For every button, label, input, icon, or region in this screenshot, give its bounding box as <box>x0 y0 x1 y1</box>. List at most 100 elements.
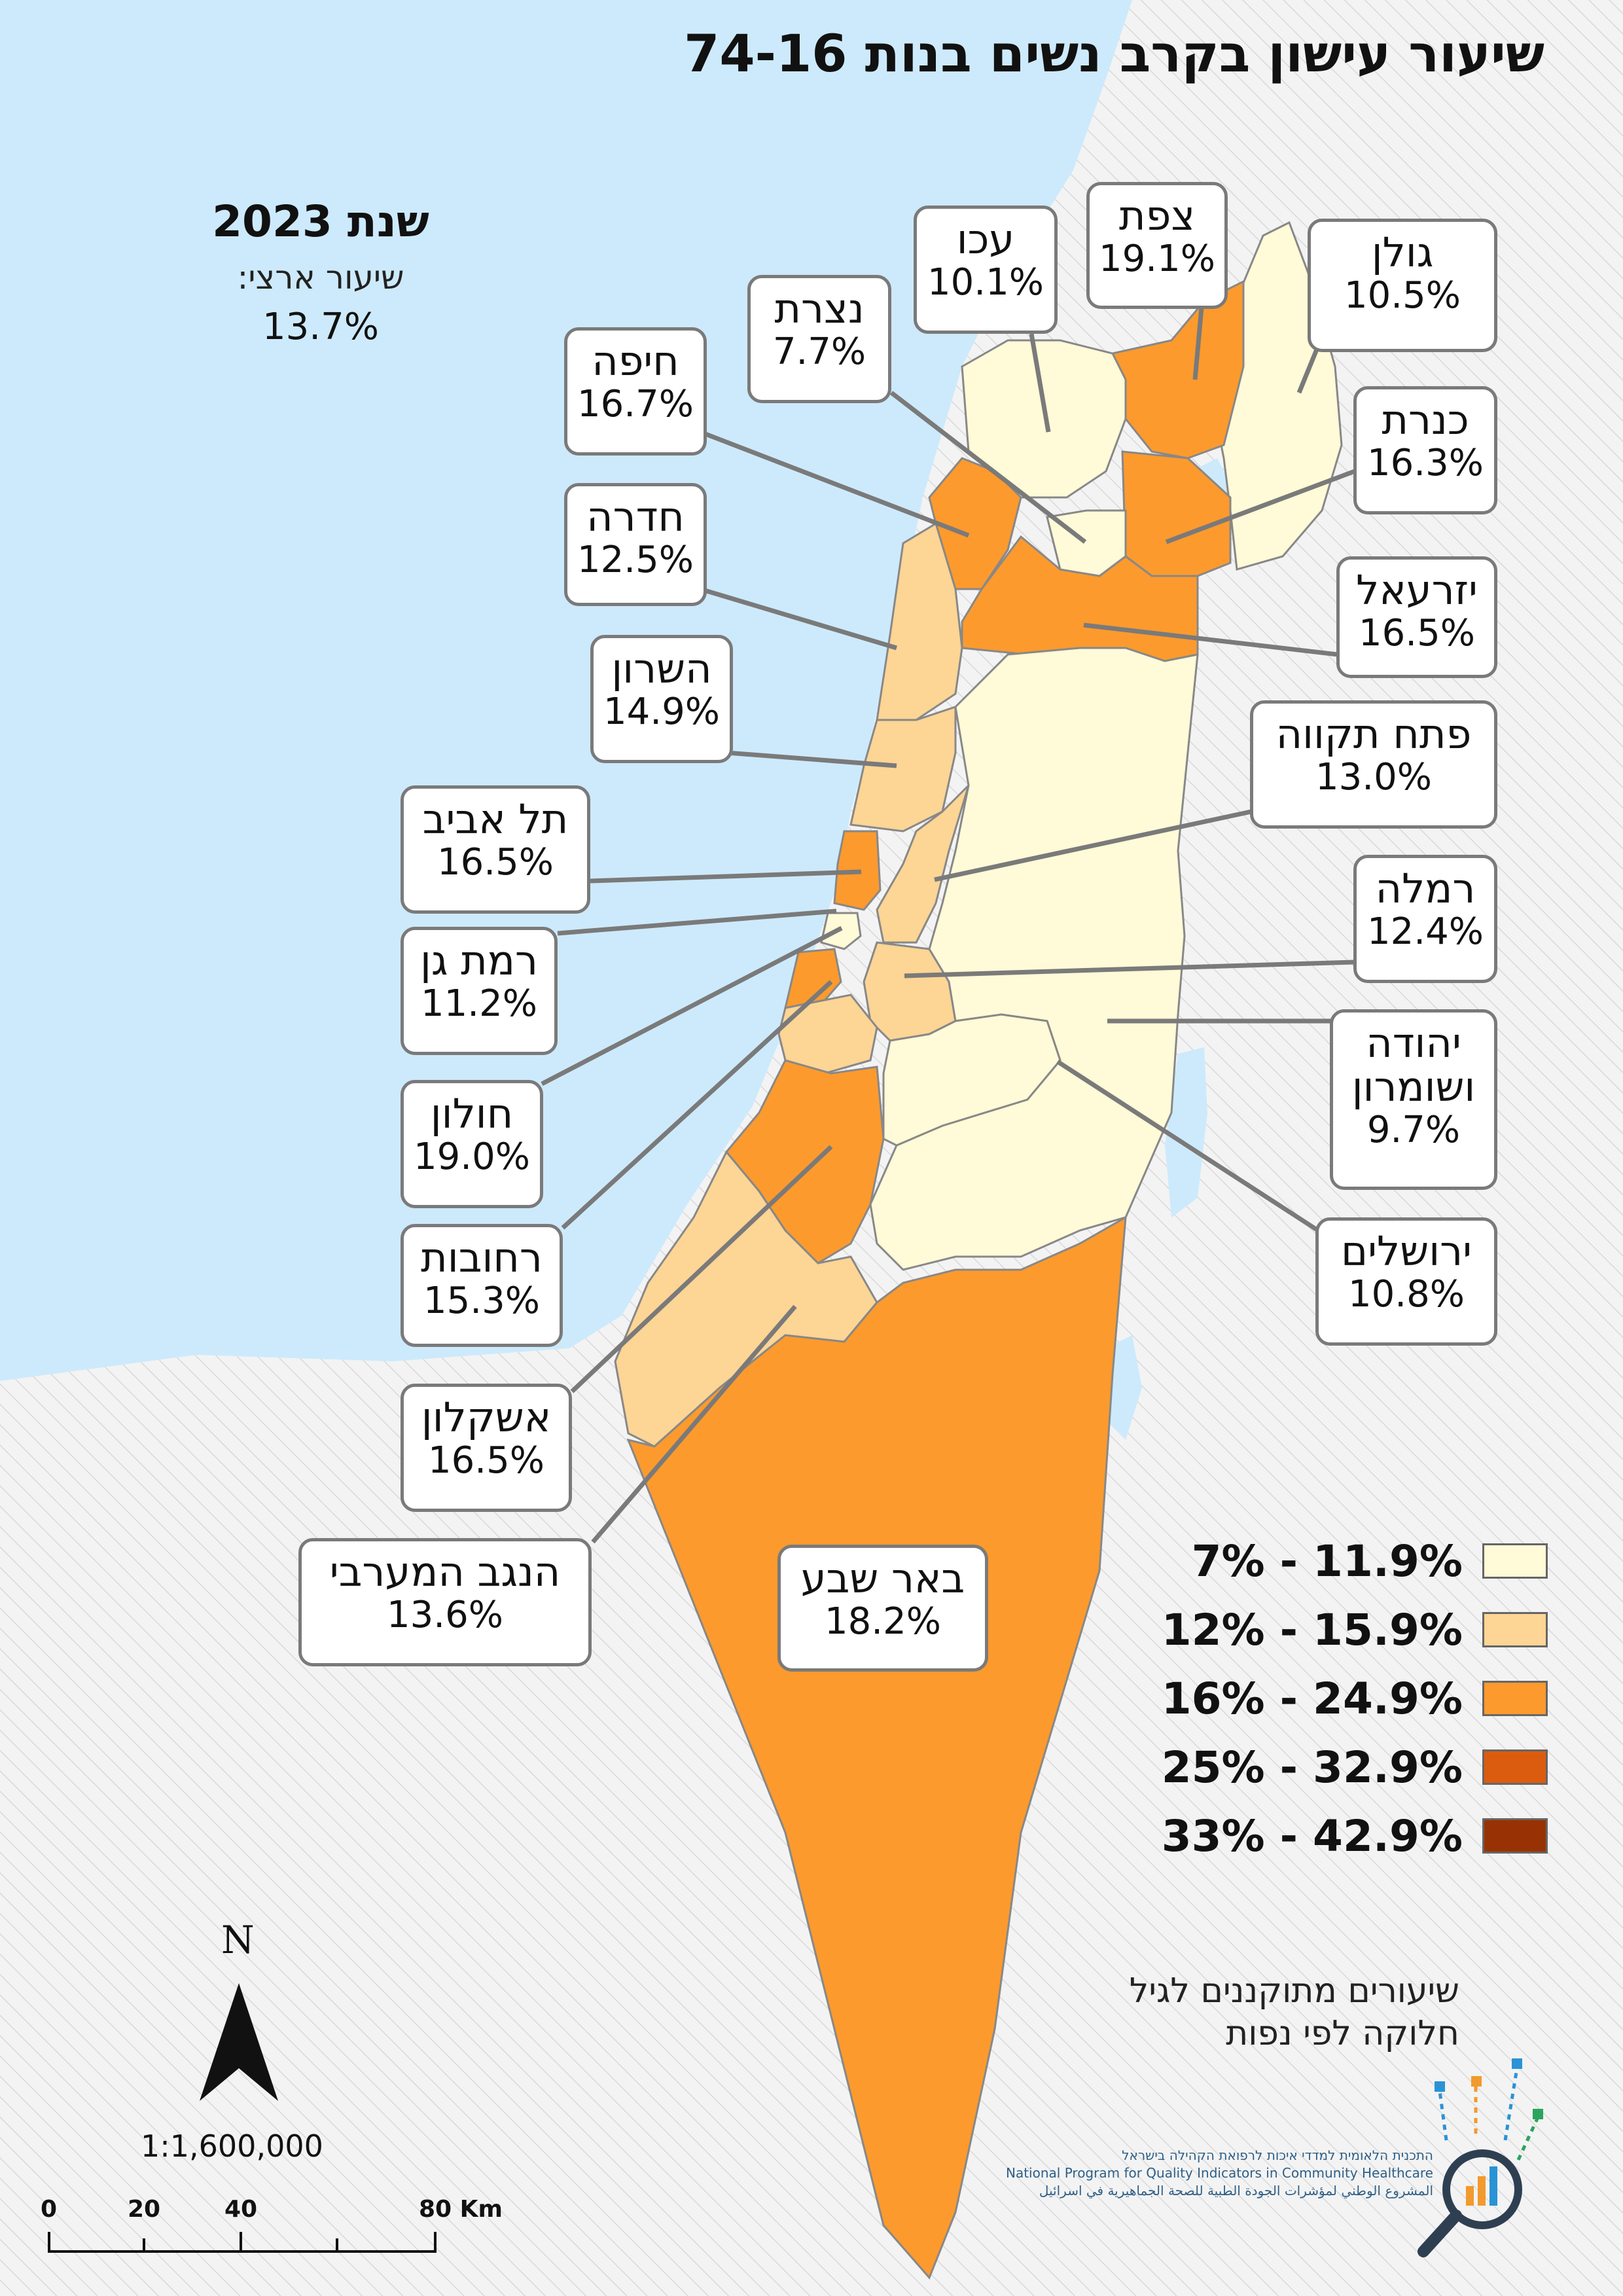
callout-beer-sheva: באר שבע 18.2% <box>777 1545 988 1672</box>
region-hadera <box>876 522 963 721</box>
region-value: 10.1% <box>927 260 1044 304</box>
region-value: 16.7% <box>577 382 694 425</box>
region-name: יהודה ושומרון <box>1351 1019 1476 1111</box>
legend-label: 25% - 32.9% <box>1161 1742 1463 1793</box>
note-line-2: חלוקה לפי נפות <box>1226 2014 1459 2053</box>
national-rate-value: 13.7% <box>262 306 379 348</box>
org-name-english: National Program for Quality Indicators … <box>1006 2165 1433 2181</box>
region-value: 10.8% <box>1348 1272 1465 1316</box>
region-value: 12.5% <box>577 538 694 581</box>
note-line-1: שיעורים מתוקננים לגיל <box>1129 1971 1459 2011</box>
leader-line-yizrael <box>1083 622 1338 657</box>
region-name: ירושלים <box>1341 1227 1472 1275</box>
legend-item: 25% - 32.9% <box>1161 1742 1548 1793</box>
leader-line-akko <box>1029 333 1051 433</box>
callout-haifa: חיפה 16.7% <box>564 327 707 456</box>
region-value: 19.1% <box>1099 237 1215 280</box>
legend-swatch <box>1482 1818 1548 1854</box>
legend-swatch <box>1482 1612 1548 1647</box>
legend-item: 12% - 15.9% <box>1161 1604 1548 1655</box>
leader-line-haifa <box>699 429 970 538</box>
callout-western-negev: הנגב המערבי 13.6% <box>298 1538 592 1666</box>
dead-sea-south <box>1106 1335 1142 1440</box>
page-title: שיעור עישון בקרב נשים בנות 74-16 <box>684 25 1544 84</box>
leader-line-rehovot <box>561 980 833 1230</box>
region-value: 14.9% <box>603 690 720 733</box>
leader-line-nazareth <box>889 391 1087 544</box>
region-value: 16.5% <box>1359 611 1475 655</box>
region-jerusalem <box>882 1013 1061 1147</box>
region-value: 9.7% <box>1366 1108 1461 1151</box>
leader-line-holon <box>541 925 843 1086</box>
legend-item: 33% - 42.9% <box>1161 1810 1548 1861</box>
legend-swatch <box>1482 1681 1548 1716</box>
leader-line-ashkelon <box>570 1145 833 1393</box>
callout-petah-tikva: פתח תקווה 13.0% <box>1250 700 1497 829</box>
callout-ramat-gan: רמת גן 11.2% <box>401 927 558 1055</box>
legend-label: 12% - 15.9% <box>1161 1604 1463 1655</box>
legend-label: 7% - 11.9% <box>1191 1535 1463 1587</box>
region-value: 16.5% <box>428 1439 544 1482</box>
legend-swatch <box>1482 1543 1548 1579</box>
legend-item: 7% - 11.9% <box>1191 1535 1548 1587</box>
year-box: שנת 2023 שיעור ארצי: 13.7% <box>183 196 458 348</box>
region-name: הנגב המערבי <box>329 1548 561 1596</box>
leader-line-jerusalem <box>1056 1060 1319 1232</box>
callout-kinneret: כנרת 16.3% <box>1353 386 1497 514</box>
region-name: עכו <box>956 215 1015 263</box>
region-name: רמלה <box>1375 865 1476 912</box>
leader-line-ramat-gan <box>557 908 837 936</box>
region-name: רמת גן <box>419 937 538 984</box>
callout-sharon: השרון 14.9% <box>590 635 733 763</box>
region-rehovot <box>777 994 878 1075</box>
callout-ramla: רמלה 12.4% <box>1353 855 1497 983</box>
region-name: השרון <box>611 645 712 692</box>
region-value: 19.0% <box>414 1135 530 1178</box>
region-value: 12.4% <box>1367 910 1484 953</box>
leader-line-sharon <box>726 750 897 768</box>
region-value: 10.5% <box>1344 274 1461 317</box>
region-judea-samaria <box>869 647 1199 1271</box>
region-sharon <box>849 705 957 833</box>
region-name: כנרת <box>1382 396 1469 444</box>
region-name: צפת <box>1118 192 1196 240</box>
region-value: 13.6% <box>387 1593 503 1636</box>
year-label: שנת 2023 <box>212 196 429 247</box>
leader-line-ramla <box>904 960 1355 978</box>
region-name: תל אביב <box>422 795 569 843</box>
scalebar-label-40: 40 <box>224 2196 258 2223</box>
region-value: 7.7% <box>772 330 866 373</box>
region-value: 16.3% <box>1367 441 1484 484</box>
logo-magnifier-icon <box>1418 2058 1543 2257</box>
scalebar-label-0: 0 <box>41 2196 58 2223</box>
callout-tsfat: צפת 19.1% <box>1086 182 1228 309</box>
callout-hadera: חדרה 12.5% <box>564 483 707 606</box>
region-name: יזרעאל <box>1356 566 1478 614</box>
leader-line-kinneret <box>1165 469 1356 545</box>
region-holon <box>784 948 842 1009</box>
region-value: 11.2% <box>421 982 537 1025</box>
leader-line-hadera <box>699 586 898 651</box>
region-name: באר שבע <box>800 1554 965 1602</box>
dead-sea <box>1165 1047 1207 1217</box>
region-value: 16.5% <box>437 840 554 884</box>
callout-nazareth: נצרת 7.7% <box>747 275 891 403</box>
national-rate-label: שיעור ארצי: <box>237 259 404 296</box>
region-name: גולן <box>1371 228 1434 276</box>
region-beer-sheva <box>626 1215 1127 2280</box>
legend-label: 33% - 42.9% <box>1161 1810 1463 1861</box>
leader-line-petah-tikva <box>934 809 1252 882</box>
scalebar-label-20: 20 <box>128 2196 161 2223</box>
org-credit: התכנית הלאומית למדדי איכות לרפואת הקהילה… <box>1006 2147 1433 2200</box>
legend-label: 16% - 24.9% <box>1161 1673 1463 1724</box>
region-petah-tikva <box>876 784 970 944</box>
callout-akko: עכו 10.1% <box>914 206 1058 334</box>
callout-golan: גולן 10.5% <box>1308 219 1497 352</box>
callout-rehovot: רחובות 15.3% <box>401 1224 563 1347</box>
callout-jerusalem: ירושלים 10.8% <box>1315 1217 1497 1346</box>
legend-item: 16% - 24.9% <box>1161 1673 1548 1724</box>
region-name: רחובות <box>421 1234 543 1282</box>
org-name-hebrew: התכנית הלאומית למדדי איכות לרפואת הקהילה… <box>1122 2147 1433 2163</box>
legend-swatch <box>1482 1749 1548 1785</box>
callout-tel-aviv: תל אביב 16.5% <box>401 785 590 914</box>
